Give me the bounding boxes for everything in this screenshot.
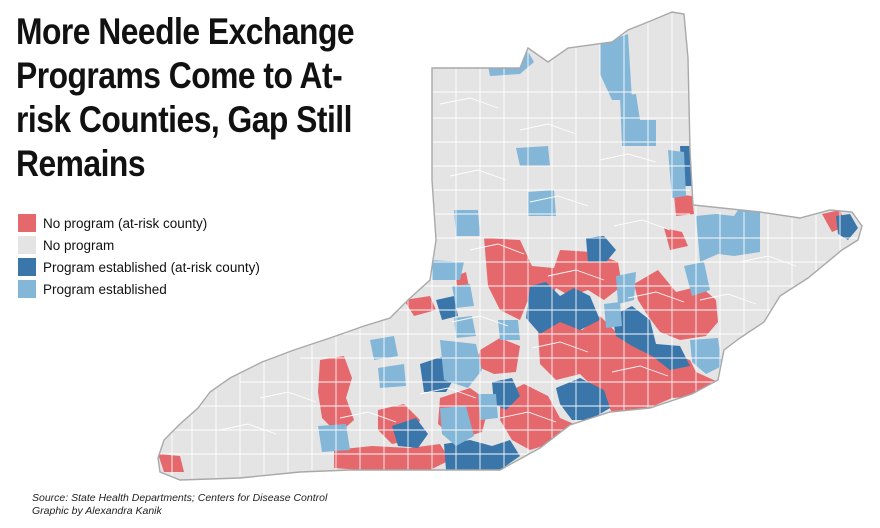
county-boundaries (160, 14, 860, 480)
legend-item-program-at-risk: Program established (at-risk county) (18, 256, 260, 278)
legend-label: Program established (at-risk county) (43, 259, 260, 275)
credit-line: Graphic by Alexandra Kanik (32, 505, 162, 517)
legend-label: No program (at-risk county) (43, 215, 208, 231)
at-risk-program-counties (392, 146, 858, 470)
legend-item-program-established: Program established (18, 278, 260, 300)
map-title: More Needle Exchange Programs Come to At… (16, 11, 355, 184)
legend-swatch (18, 280, 36, 298)
credits: Source: State Health Departments; Center… (32, 492, 327, 518)
legend-item-no-program: No program (18, 234, 260, 256)
legend-swatch (18, 258, 36, 276)
at-risk-no-program-counties (158, 194, 846, 472)
legend-label: Program established (43, 281, 167, 297)
map-legend: No program (at-risk county) No program P… (18, 212, 260, 300)
source-line: Source: State Health Departments; Center… (32, 492, 328, 504)
legend-swatch (18, 214, 36, 232)
legend-swatch (18, 236, 36, 254)
legend-item-no-program-at-risk: No program (at-risk county) (18, 212, 260, 234)
legend-label: No program (43, 237, 115, 253)
